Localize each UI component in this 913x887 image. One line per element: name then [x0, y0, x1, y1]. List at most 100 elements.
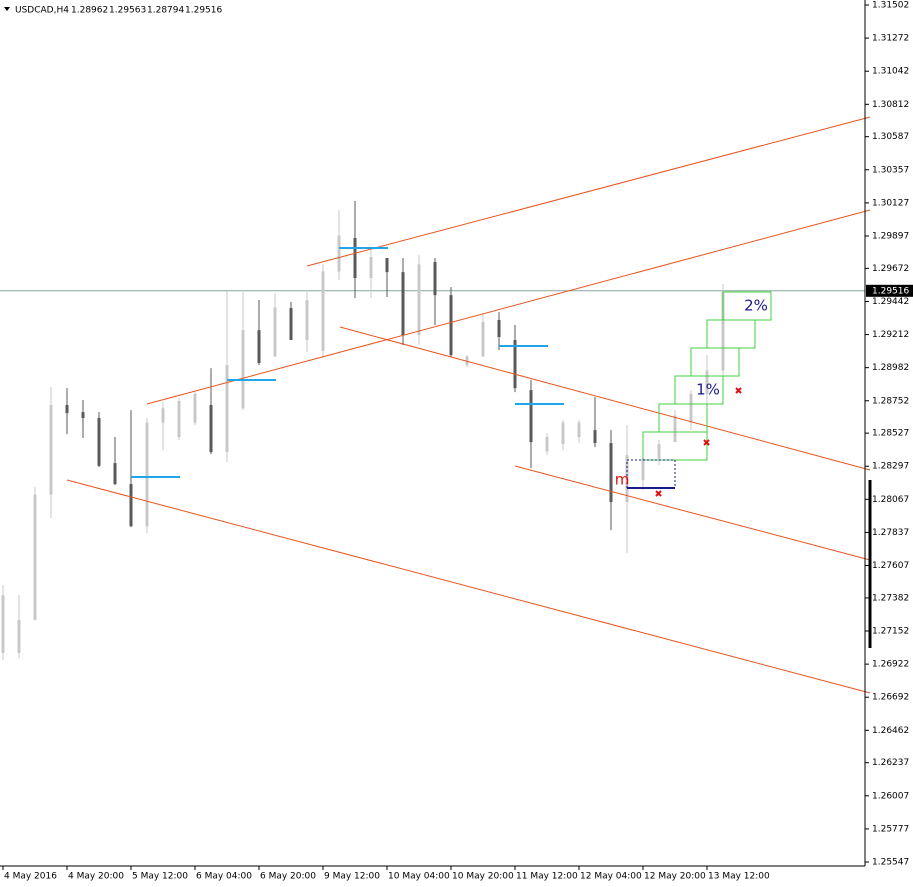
bar-body	[129, 484, 133, 527]
bar-body	[33, 494, 37, 620]
y-tick-label: 1.27607	[872, 561, 909, 571]
y-tick-label: 1.31502	[872, 1, 909, 11]
trend-line	[66, 479, 871, 694]
header-low: 1.28794	[147, 6, 184, 16]
bar-body	[289, 308, 293, 341]
y-tick-label: 1.30587	[872, 132, 909, 142]
y-tick-label: 1.29442	[872, 297, 909, 307]
annotation: 2%	[744, 297, 768, 315]
y-tick-label: 1.26692	[872, 693, 909, 703]
bar-body	[321, 271, 325, 351]
x-tick-label: 10 May 04:00	[388, 872, 450, 882]
target-box	[722, 291, 772, 321]
x-tick-label: 6 May 20:00	[260, 872, 316, 882]
bar-body	[305, 300, 309, 341]
bar-body	[257, 330, 261, 364]
cross-marker	[703, 439, 710, 446]
x-tick-label: 12 May 04:00	[580, 872, 642, 882]
trend-line	[146, 209, 871, 405]
bar-body	[545, 437, 549, 452]
bar-body	[401, 272, 405, 336]
y-tick-label: 1.28067	[872, 495, 909, 505]
y-tick-label: 1.26922	[872, 660, 909, 670]
bar-body	[209, 405, 213, 453]
symbol: USDCAD,H4	[15, 6, 69, 16]
bar-body	[561, 422, 565, 445]
y-tick-label: 1.29212	[872, 330, 909, 340]
bar-body	[161, 408, 165, 423]
y-tick-label: 1.30127	[872, 198, 909, 208]
bar-body	[81, 412, 85, 419]
y-tick-label: 1.26237	[872, 758, 909, 768]
x-tick-label: 10 May 20:00	[452, 872, 514, 882]
bar-body	[593, 430, 597, 444]
trend-lines	[66, 116, 871, 694]
bar-body	[113, 463, 117, 485]
y-tick-label: 1.31272	[872, 34, 909, 44]
bar-body	[385, 257, 389, 273]
bar-body	[353, 237, 357, 279]
x-tick-label: 9 May 12:00	[324, 872, 380, 882]
bar-body	[1, 595, 5, 653]
bar-body	[721, 290, 725, 371]
y-tick-label: 1.25777	[872, 824, 909, 834]
bar-body	[97, 418, 101, 466]
y-tick-label: 1.25547	[872, 858, 909, 868]
target-box	[658, 403, 708, 433]
bar-body	[225, 365, 229, 453]
x-tick-label: 4 May 20:00	[68, 872, 124, 882]
y-tick-label: 1.26462	[872, 726, 909, 736]
bar-body	[145, 422, 149, 527]
target-box	[690, 347, 740, 377]
bar-body	[577, 422, 581, 438]
header: USDCAD,H4 1.28962 1.29563 1.28794 1.2951…	[4, 6, 222, 16]
bar-body	[513, 340, 517, 389]
y-tick-label: 1.29672	[872, 264, 909, 274]
header-icon	[4, 7, 10, 11]
cross-marker	[735, 387, 742, 394]
target-box	[706, 319, 756, 349]
x-tick-label: 6 May 04:00	[196, 872, 252, 882]
annotation: 1%	[696, 381, 720, 399]
y-tick-label: 1.29897	[872, 231, 909, 241]
bar-body	[193, 393, 197, 423]
bars	[0, 201, 865, 661]
trend-line	[514, 465, 871, 561]
bar-body	[273, 307, 277, 357]
y-tick-label: 1.31042	[872, 67, 909, 77]
bar-body	[241, 330, 245, 409]
header-close: 1.29516	[185, 6, 222, 16]
bar-body	[449, 295, 453, 356]
current-price-tag	[866, 284, 913, 297]
y-tick-label: 1.27152	[872, 627, 909, 637]
x-tick-label: 13 May 12:00	[708, 872, 770, 882]
cross-marker	[655, 490, 662, 497]
y-tick-label: 1.27382	[872, 593, 909, 603]
y-tick-label: 1.30357	[872, 165, 909, 175]
y-tick-label: 1.26007	[872, 791, 909, 801]
y-tick-label: 1.28297	[872, 462, 909, 472]
y-tick-label: 1.28982	[872, 363, 909, 373]
bar-body	[481, 321, 485, 357]
bar-body	[369, 257, 373, 279]
entry-box	[626, 459, 676, 489]
y-tick-label: 1.27837	[872, 528, 909, 538]
bar-body	[17, 619, 21, 653]
bar-body	[337, 235, 341, 272]
y-tick-label: 1.28752	[872, 396, 909, 406]
bar-body	[497, 320, 501, 338]
current-price-label: 1.29516	[872, 286, 909, 296]
bar-body	[65, 405, 69, 414]
bar-body	[689, 393, 693, 423]
bar-body	[609, 443, 613, 503]
levels	[131, 247, 564, 478]
header-open: 1.28962	[71, 6, 108, 16]
trend-line	[306, 116, 871, 267]
x-tick-label: 12 May 20:00	[644, 872, 706, 882]
x-tick-label: 11 May 12:00	[516, 872, 578, 882]
bar-body	[529, 390, 533, 443]
x-tick-label: 5 May 12:00	[132, 872, 188, 882]
header-high: 1.29563	[109, 6, 146, 16]
